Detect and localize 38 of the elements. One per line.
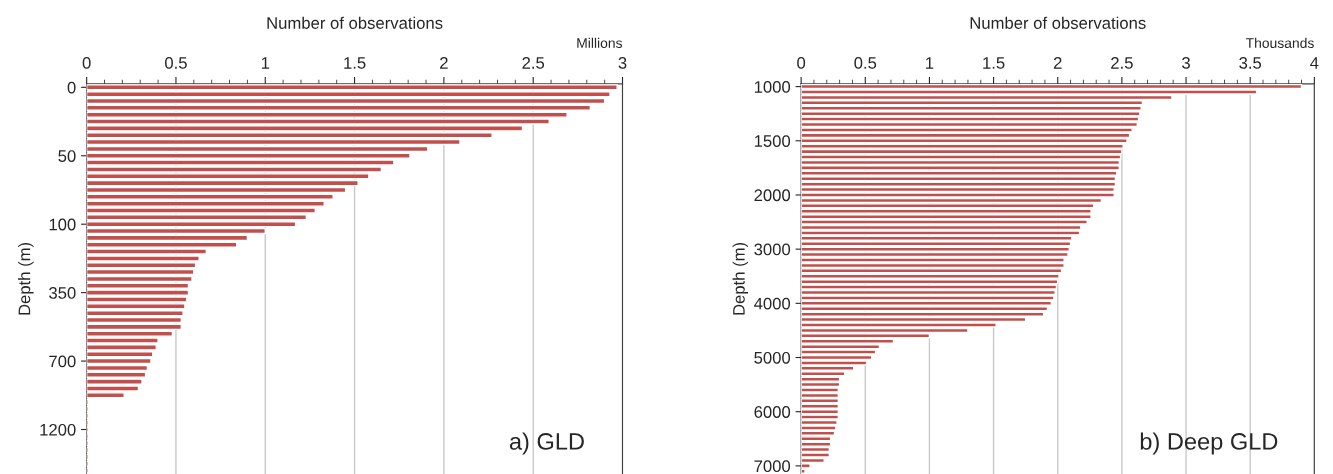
annotation: a) GLD: [509, 432, 584, 455]
y-tick-label: 5000: [754, 351, 791, 364]
y-tick-label: 1200: [40, 423, 76, 436]
x-tick-label: 4: [1310, 57, 1319, 69]
x-tick-label: 0.5: [854, 57, 877, 69]
y-tick-label: 50: [58, 150, 76, 162]
y-tick-label: 1000: [754, 81, 791, 93]
x-tick-label: 0: [797, 57, 806, 69]
y-tick-label: 4000: [754, 297, 791, 310]
text: Millions: [577, 37, 623, 48]
x-tick-label: 2.5: [1111, 57, 1133, 69]
x-tick-label: 2: [1053, 57, 1062, 69]
x-tick-label: 3: [1182, 57, 1190, 69]
y-tick-label: 100: [49, 218, 76, 231]
y-tick-label: 6000: [754, 406, 791, 418]
x-tick-label: 0.5: [165, 57, 187, 69]
x-tick-label: 0: [82, 57, 91, 69]
x-tick-label: 1.5: [983, 57, 1005, 69]
y-axis-title: Depth (m): [18, 242, 34, 315]
x-tick-label: 2.5: [522, 57, 545, 69]
x-tick-label: 3: [618, 57, 627, 69]
y-tick-label: 2000: [754, 189, 791, 202]
x-axis-title: Number of observations: [267, 16, 443, 29]
x-tick-label: 2: [440, 57, 448, 69]
y-tick-label: 700: [49, 355, 76, 368]
y-tick-label: 3000: [754, 243, 791, 256]
x-axis-title: Number of observations: [970, 16, 1146, 29]
y-tick-label: 1500: [754, 135, 791, 147]
x-tick-label: 1: [926, 57, 934, 69]
y-tick-label: 0: [67, 81, 76, 94]
text: Thousands: [1245, 37, 1314, 48]
x-tick-label: 1: [261, 57, 270, 69]
y-tick-label: 7000: [754, 460, 791, 473]
x-tick-label: 1.5: [344, 57, 366, 69]
y-axis-title: Depth (m): [732, 242, 749, 315]
x-tick-label: 3.5: [1239, 57, 1262, 69]
annotation: b) Deep GLD: [1140, 432, 1278, 455]
y-tick-label: 350: [49, 287, 76, 299]
